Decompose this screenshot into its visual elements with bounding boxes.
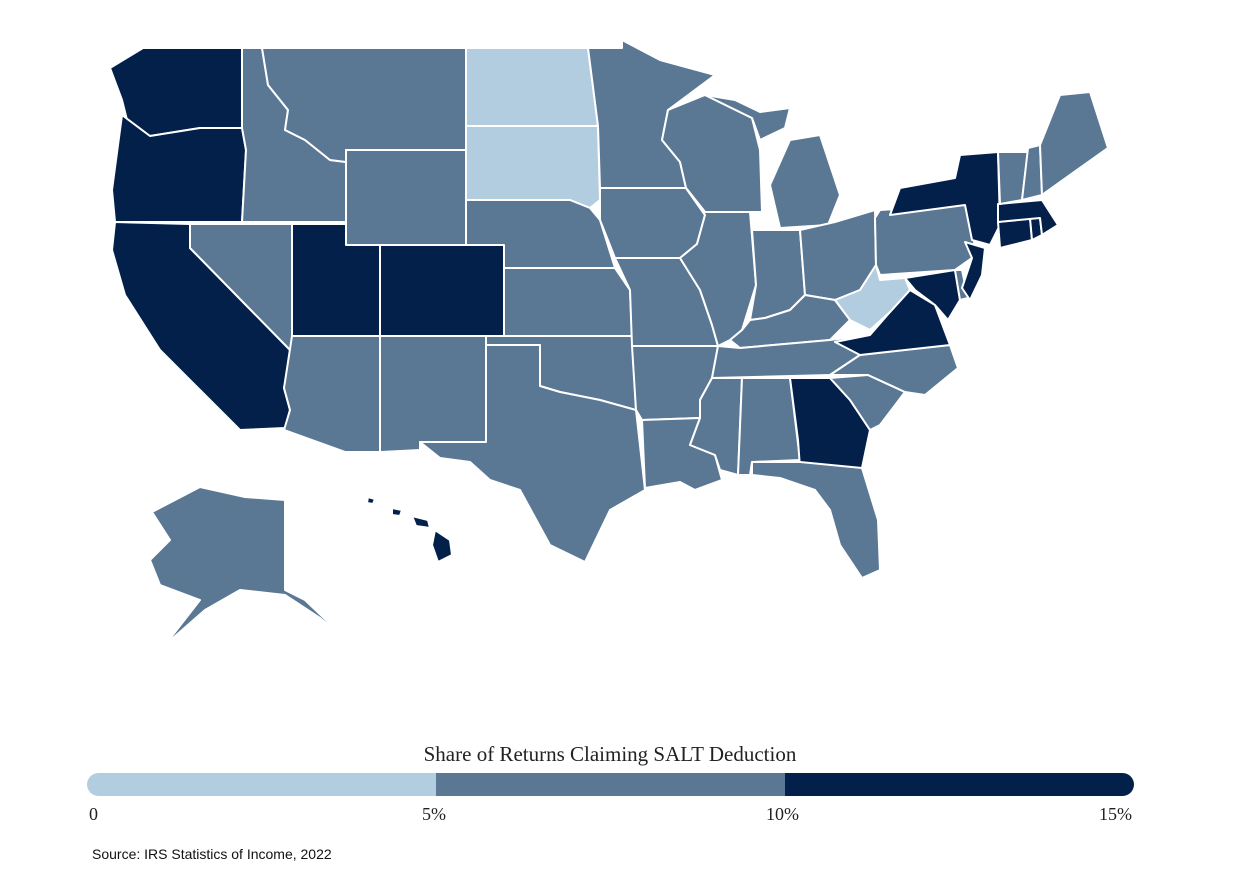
state-HI-maui[interactable]	[411, 515, 431, 529]
legend-tick-0: 0	[89, 804, 98, 824]
us-state-map	[109, 39, 1109, 646]
legend-segment-low	[87, 773, 436, 796]
legend-tick-5: 5%	[422, 804, 446, 824]
legend-color-bar	[87, 773, 1134, 796]
state-FL[interactable]	[751, 461, 881, 579]
state-SD[interactable]	[465, 125, 601, 209]
state-NM[interactable]	[379, 335, 487, 453]
state-AK[interactable]	[149, 486, 346, 646]
state-WV[interactable]	[834, 264, 911, 331]
legend-title: Share of Returns Claiming SALT Deduction	[423, 742, 797, 766]
state-MA[interactable]	[997, 199, 1059, 236]
legend-tick-10: 10%	[766, 804, 799, 824]
legend-tick-15: 15%	[1099, 804, 1132, 824]
state-OR[interactable]	[111, 114, 247, 223]
state-ME[interactable]	[1039, 91, 1109, 196]
state-NJ[interactable]	[961, 241, 986, 301]
state-TX[interactable]	[419, 344, 646, 563]
state-MI-UP[interactable]	[704, 94, 791, 141]
state-IA[interactable]	[599, 187, 706, 259]
legend-segment-high	[785, 773, 1134, 796]
state-ND[interactable]	[465, 47, 599, 127]
state-MI[interactable]	[769, 134, 841, 229]
state-HI-kauai[interactable]	[366, 496, 376, 505]
state-VA[interactable]	[834, 289, 951, 356]
state-AL[interactable]	[737, 377, 801, 476]
state-CO[interactable]	[379, 244, 505, 337]
state-HI[interactable]	[431, 529, 453, 563]
state-AZ[interactable]	[283, 335, 381, 453]
legend-segment-mid	[436, 773, 785, 796]
state-WY[interactable]	[345, 149, 467, 246]
state-HI-oahu[interactable]	[391, 507, 403, 517]
source-note: Source: IRS Statistics of Income, 2022	[92, 846, 332, 862]
state-KS[interactable]	[503, 267, 633, 337]
